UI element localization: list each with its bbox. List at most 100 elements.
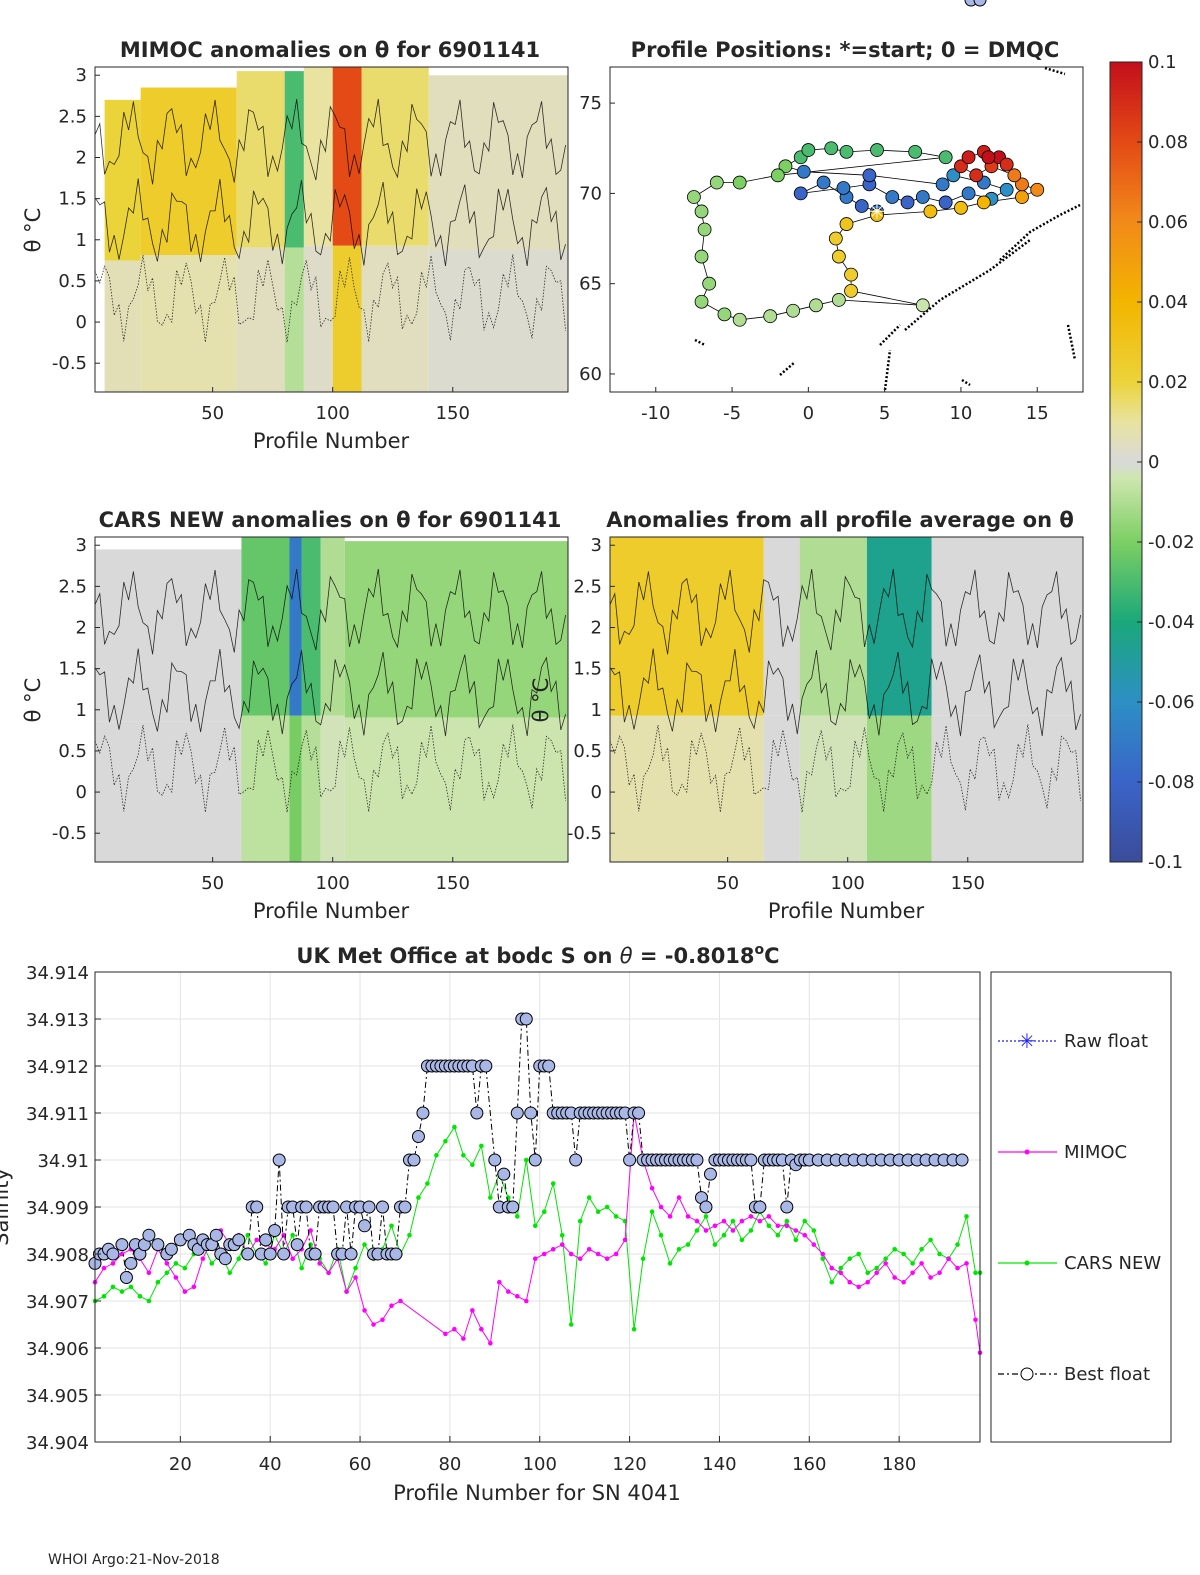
series-point-best-float — [290, 1238, 304, 1252]
position-point — [778, 159, 793, 174]
legend-best-label: Best float — [1064, 1364, 1150, 1385]
series-point-mimoc — [820, 1251, 826, 1257]
series-point-cars-new — [389, 1223, 394, 1229]
series-point-mimoc — [101, 1265, 107, 1271]
allavg-ytick-label: 2 — [591, 618, 602, 639]
salinity-title: UK Met Office at bodc S on θ = -0.8018oC — [296, 942, 779, 968]
series-point-cars-new — [550, 1181, 556, 1186]
allavg-xtick-label: 150 — [951, 873, 985, 894]
series-point-cars-new — [901, 1251, 906, 1257]
mimoc-ytick-label: 1 — [76, 230, 87, 251]
position-point — [732, 175, 747, 190]
series-point-mimoc — [964, 1261, 969, 1266]
cars-xtick-label: 100 — [316, 873, 350, 894]
legend-entry-cars-new: CARS NEW — [998, 1253, 1161, 1274]
position-point — [938, 195, 953, 210]
series-point-best-float — [690, 1153, 704, 1167]
series-point-cars-new — [299, 1265, 304, 1271]
series-point-cars-new — [452, 1124, 457, 1130]
salinity-ytick-label: 34.909 — [26, 1198, 89, 1219]
positions-title: Profile Positions: *=start; 0 = DMQC — [631, 38, 1060, 62]
series-point-mimoc — [883, 1261, 888, 1266]
position-point — [732, 312, 747, 327]
positions-axes-frame — [609, 66, 1084, 393]
position-point — [961, 186, 976, 201]
series-point-best-float — [277, 1247, 291, 1261]
series-point-cars-new — [236, 1256, 242, 1261]
cars-xtick-label: 150 — [436, 873, 470, 894]
allavg-contour-line — [609, 724, 1081, 813]
cars-band-upper — [301, 537, 321, 716]
position-point — [976, 195, 991, 210]
series-point-mimoc — [748, 1214, 754, 1219]
allavg-ytick-label: 0 — [591, 782, 602, 803]
series-point-cars-new — [838, 1265, 844, 1271]
series-point-best-float — [632, 1106, 646, 1120]
cars-contour-line — [94, 568, 566, 655]
series-point-cars-new — [604, 1204, 610, 1210]
series-point-best-float — [488, 1153, 502, 1167]
position-point — [969, 168, 984, 183]
cars-ytick-label: 2 — [76, 618, 87, 639]
series-point-cars-new — [461, 1153, 466, 1158]
series-point-cars-new — [353, 1265, 358, 1271]
series-point-best-float — [416, 1106, 430, 1120]
series-point-mimoc — [254, 1237, 260, 1243]
series-point-cars-new — [829, 1279, 835, 1285]
position-point — [870, 208, 884, 222]
cars-ytick-label: 0 — [76, 782, 87, 803]
series-point-cars-new — [559, 1232, 565, 1238]
series-point-mimoc — [928, 1275, 933, 1280]
series-point-cars-new — [649, 1209, 655, 1214]
cars-ticks: 50 100 150 -0.5 0 0.5 1 1.5 2 2.5 3 — [52, 535, 470, 894]
series-point-mimoc — [344, 1289, 349, 1294]
cars-xlabel: Profile Number — [253, 899, 410, 923]
series-point-cars-new — [155, 1279, 161, 1285]
series-point-best-float — [218, 1252, 232, 1266]
series-point-mimoc — [811, 1242, 817, 1247]
allavg-bands — [610, 537, 1083, 862]
cars-title: CARS NEW anomalies on θ for 6901141 — [99, 508, 562, 532]
series-point-mimoc — [550, 1247, 556, 1252]
mimoc-ticks: 50 100 150 -0.5 0 0.5 1 1.5 2 2.5 3 — [52, 65, 470, 424]
series-point-cars-new — [119, 1289, 125, 1294]
series-point-mimoc — [326, 1270, 331, 1276]
position-point — [1030, 182, 1045, 197]
colorbar-tick-label: -0.08 — [1148, 772, 1195, 793]
allavg-ytick-label: 1 — [591, 700, 602, 721]
series-point-cars-new — [694, 1228, 700, 1233]
cars-axes-frame — [94, 536, 569, 863]
position-point — [786, 303, 800, 318]
series-point-mimoc — [559, 1242, 565, 1247]
legend-mimoc-marker — [1024, 1149, 1030, 1155]
legend-raw-label: Raw float — [1064, 1031, 1148, 1052]
series-point-cars-new — [146, 1298, 152, 1304]
series-point-mimoc — [443, 1331, 448, 1337]
series-point-cars-new — [586, 1195, 592, 1200]
allavg-ytick-label: 2.5 — [573, 576, 602, 597]
series-point-mimoc — [793, 1228, 799, 1233]
series-point-cars-new — [541, 1209, 547, 1214]
series-point-cars-new — [685, 1242, 691, 1247]
series-point-mimoc — [802, 1232, 808, 1238]
series-point-cars-new — [793, 1237, 799, 1243]
series-point-mimoc — [389, 1303, 394, 1308]
salinity-ylabel: Salinity — [0, 1168, 13, 1246]
series-point-best-float — [119, 1271, 133, 1284]
series-point-cars-new — [703, 1214, 709, 1219]
series-point-cars-new — [416, 1195, 421, 1200]
colorbar-tick-label: -0.04 — [1148, 612, 1195, 633]
colorbar-tick-label: 0 — [1148, 452, 1159, 473]
mimoc-contour-line — [94, 98, 566, 185]
legend-box — [990, 971, 1172, 1443]
salinity-ticks: 20 40 60 80 100 120 140 160 180 34.904 34.905 34.90… — [26, 963, 916, 1475]
mimoc-contour-line — [94, 178, 566, 267]
series-point-mimoc — [452, 1326, 457, 1332]
series-point-cars-new — [802, 1218, 808, 1224]
series-point-cars-new — [470, 1162, 475, 1167]
cars-panel: CARS NEW anomalies on θ for 6901141 50 10… — [21, 508, 569, 923]
position-point — [999, 182, 1014, 197]
series-point-mimoc — [595, 1251, 601, 1257]
series-point-cars-new — [488, 1195, 493, 1200]
series-point-mimoc — [362, 1308, 367, 1313]
